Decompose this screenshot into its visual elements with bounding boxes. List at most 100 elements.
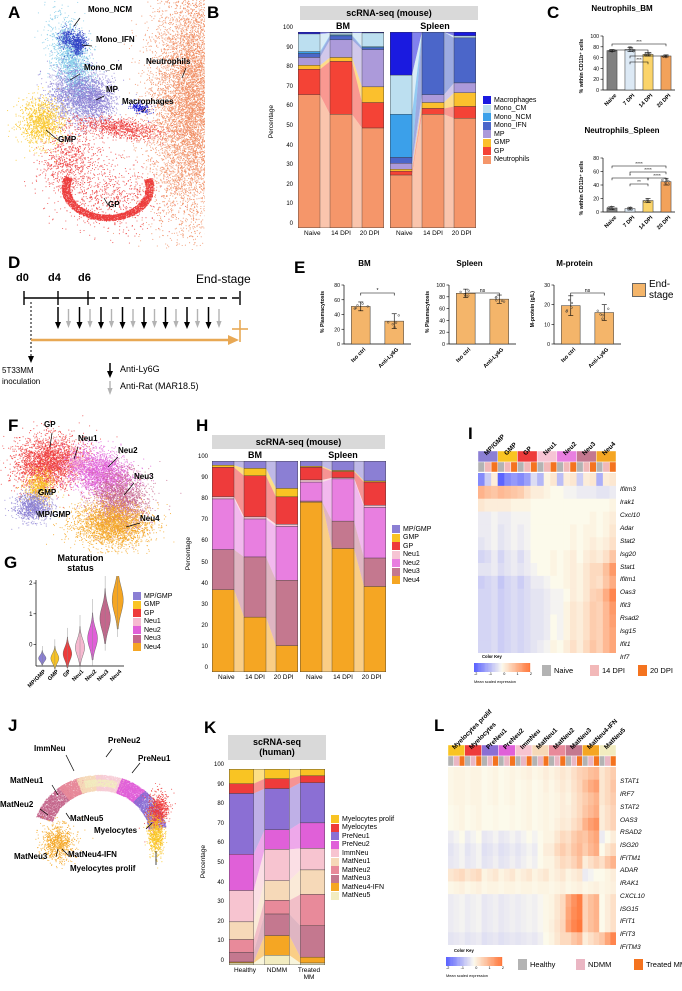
x-tick: 14 DPI: [419, 230, 448, 237]
heatmap-gene-label: Ifitm3: [620, 487, 636, 494]
panel-i-color-key: Color Key Mean scaled expression -2 -1 0 1 2 Na…: [474, 653, 682, 699]
legend-label: Neu4: [403, 577, 420, 584]
y-tick: 100: [190, 454, 208, 460]
panel-e: E 0 20 40 60 80 * BM% Plasmacytosis Iso ctrl Ant…: [292, 255, 682, 415]
y-axis-label: % Plasmacytosis: [320, 291, 326, 333]
timepoint-d4: d4: [48, 272, 61, 284]
cluster-label-mono-cm: Mono_CM: [84, 63, 122, 72]
panel-g-legend: MP/GMP GMP GP Neu1 Neu2 Neu3 Neu4: [133, 592, 172, 652]
heatmap-gene-label: STAT2: [620, 804, 639, 812]
panel-h-label: H: [196, 417, 208, 434]
legend-label: Macrophages: [494, 97, 536, 104]
panel-a: A Mono_NCM Mono_IFN Mono_CM MP Macrophages Ne…: [0, 0, 205, 250]
cluster-label-matneu3: MatNeu3: [14, 852, 47, 861]
chart-title: Neutrophils_Spleen: [563, 126, 681, 135]
legend-swatch: [133, 634, 141, 643]
panel-h-x-ticks-spleen: Naive 14 DPI 20 DPI: [300, 674, 386, 681]
y-tick: 30: [190, 602, 208, 608]
y-tick: 0: [275, 221, 293, 227]
panel-b-chart-spleen: [390, 32, 476, 228]
cluster-label-matneu4-ifn: MatNeu4-IFN: [68, 850, 117, 859]
panel-b-facet-bm: BM: [300, 21, 386, 31]
color-key-caption: Mean scaled expression: [474, 679, 516, 684]
legend-item: Neu4: [392, 576, 431, 584]
legend-label: MatNeu4-IFN: [342, 884, 384, 891]
endpoint-label: End-stage: [196, 272, 251, 286]
y-tick: 20: [190, 623, 208, 629]
cluster-label-neu4: Neu4: [140, 514, 160, 523]
legend-label: GMP: [144, 601, 160, 608]
legend-swatch: [392, 550, 400, 559]
condition-label: NDMM: [588, 960, 611, 969]
cluster-label-matneu5: MatNeu5: [70, 814, 103, 823]
legend-item: GMP: [392, 533, 431, 542]
heatmap-gene-label: Stat1: [620, 564, 635, 572]
panel-i-heatmap: [478, 473, 616, 653]
heatmap-gene-label: CXCL10: [620, 893, 645, 901]
panel-b-chart-bm: [298, 32, 384, 228]
heatmap-gene-label: Stat2: [620, 538, 635, 546]
condition-swatch: [518, 959, 527, 970]
heatmap-gene-label: Cxcl10: [620, 513, 640, 520]
heatmap-gene-label: IFITM1: [620, 855, 641, 863]
legend-label: GMP: [494, 139, 510, 146]
condition-legend-item: Healthy: [518, 959, 555, 970]
panel-b-label: B: [207, 4, 219, 21]
panel-e-chart-mprotein: 0 10 20 30 ns M-protein M-protein (g/L) Iso ctr…: [522, 259, 627, 386]
heatmap-gene-label: Oas3: [620, 590, 636, 597]
condition-legend-item: NDMM: [576, 959, 611, 970]
cluster-label-gp: GP: [44, 420, 56, 429]
chart-title: Neutrophils_BM: [563, 4, 681, 13]
legend-label: PreNeu1: [342, 833, 370, 840]
heatmap-gene-label: ISG15: [620, 906, 638, 914]
panel-j-label: J: [8, 717, 17, 734]
x-tick: 20 DPI: [447, 230, 476, 237]
y-tick: 50: [275, 123, 293, 129]
legend-swatch: [483, 96, 491, 104]
heatmap-gene-label: IFIT1: [620, 919, 635, 926]
y-tick: 40: [190, 581, 208, 587]
panel-b: B scRNA-seq (mouse) BM Spleen Percentage…: [205, 0, 536, 250]
cluster-label-preneu2: PreNeu2: [108, 736, 140, 745]
legend-swatch: [331, 832, 339, 840]
legend-label: Neu1: [403, 551, 420, 558]
legend-label: Neu1: [144, 618, 161, 625]
panel-l-label: L: [434, 717, 444, 734]
legend-swatch: [392, 525, 400, 533]
condition-legend-item: 20 DPI: [638, 665, 673, 676]
legend-label: GMP: [403, 534, 419, 541]
y-tick: 90: [190, 475, 208, 481]
legend-swatch: [331, 866, 339, 874]
panel-e-chart-spleen: 0 20 40 60 80 100 ns Spleen% Plasmacytosis Iso c…: [417, 259, 522, 386]
panel-k-strip-title: scRNA-seq (human): [228, 735, 326, 760]
legend-label: ImmNeu: [342, 850, 368, 857]
panel-g-label: G: [4, 554, 17, 571]
legend-swatch: [331, 883, 339, 891]
legend-swatch: [331, 823, 339, 832]
legend-label: GP: [144, 610, 154, 617]
y-tick: 10: [275, 201, 293, 207]
legend-swatch: [483, 147, 491, 155]
legend-swatch: [483, 138, 491, 147]
heatmap-gene-label: IFITM3: [620, 944, 641, 952]
legend-label: GP: [494, 148, 504, 155]
legend-swatch: [483, 113, 491, 121]
y-axis-label: % within CD11b⁺ cells: [579, 39, 585, 93]
cluster-label-mp-gmp: MP/GMP: [38, 510, 70, 519]
legend-label: Neu3: [144, 635, 161, 642]
panel-g: G Maturation status 0 1 2 MP/GMP GMP GP Neu1 Ne…: [0, 548, 200, 708]
umap-plot-f: GP Neu1 Neu2 Neu3 Neu4 GMP MP/GMP: [0, 415, 200, 555]
panel-k-title-line2: (human): [259, 747, 295, 757]
legend-item: Myelocytes prolif: [331, 815, 394, 823]
legend-anti-rat: Anti-Rat (MAR18.5): [120, 381, 199, 391]
x-tick: Naive: [298, 230, 327, 237]
cluster-label-neu1: Neu1: [78, 434, 98, 443]
legend-swatch: [483, 130, 491, 138]
legend-swatch: [392, 533, 400, 542]
violin-plot: 0 1 2 MP/GMP GMP GP Neu1 Neu2 Neu3 Neu4: [18, 576, 128, 704]
legend-label: Mono_IFN: [494, 122, 527, 129]
legend-item: PreNeu2: [331, 840, 394, 849]
legend-label: Mono_CM: [494, 105, 526, 112]
legend-item: Neu1: [133, 617, 172, 626]
legend-anti-ly6g: Anti-Ly6G: [120, 364, 160, 374]
